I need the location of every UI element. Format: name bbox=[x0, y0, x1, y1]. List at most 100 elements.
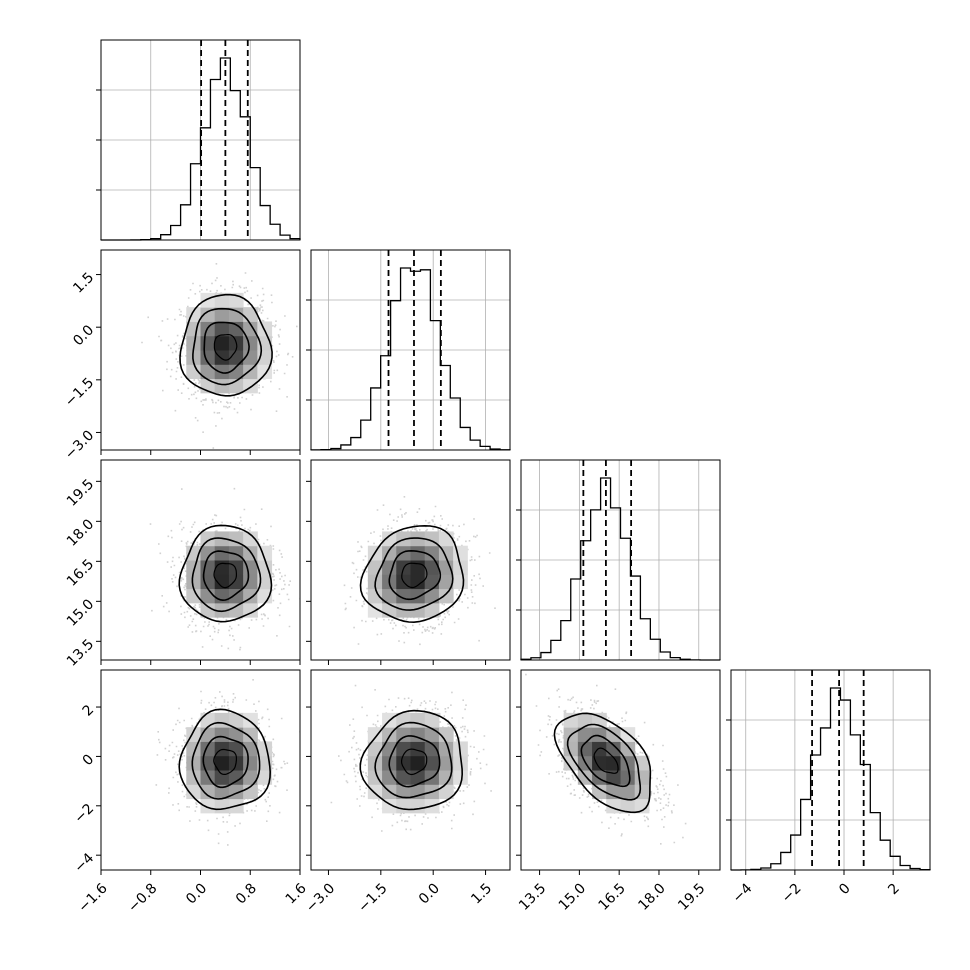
density-cell bbox=[228, 531, 244, 547]
histogram-panel-3 bbox=[726, 669, 931, 871]
density-cell bbox=[186, 574, 201, 590]
panel-frame bbox=[520, 459, 721, 661]
contour-line bbox=[374, 537, 454, 611]
density-cell bbox=[243, 574, 258, 590]
x-tick-label: 13.5 bbox=[516, 880, 549, 913]
density-cell bbox=[257, 770, 273, 785]
x-tick-label: −1.5 bbox=[355, 880, 390, 915]
density-cell bbox=[606, 741, 621, 757]
density-cell bbox=[200, 712, 216, 728]
contour-line bbox=[359, 524, 465, 624]
density-cell bbox=[243, 560, 258, 575]
density-cell bbox=[424, 741, 440, 757]
density-cell bbox=[438, 770, 454, 785]
contour-line bbox=[566, 723, 642, 801]
x-tick-label: −1.6 bbox=[75, 880, 110, 915]
panel-contents bbox=[149, 487, 300, 651]
density-cell bbox=[186, 307, 201, 322]
density-cell bbox=[563, 712, 579, 728]
y-tick-label: −2 bbox=[71, 801, 97, 827]
density-cell bbox=[243, 307, 258, 322]
density-cell bbox=[410, 545, 426, 561]
density-cell bbox=[424, 755, 440, 771]
y-tick-label: 2 bbox=[80, 702, 98, 720]
density-cell bbox=[453, 755, 468, 771]
density-cell bbox=[438, 560, 454, 575]
density-cell bbox=[186, 588, 201, 604]
x-tick-label: 0.0 bbox=[183, 880, 210, 907]
contour-line bbox=[213, 562, 237, 589]
contour-line bbox=[553, 712, 652, 814]
y-tick-label: −1.5 bbox=[62, 375, 97, 410]
density-cell bbox=[228, 350, 244, 365]
contour-line bbox=[178, 524, 273, 623]
density-cell bbox=[396, 755, 411, 771]
contour-line bbox=[202, 550, 250, 602]
y-tick-label: 19.5 bbox=[64, 476, 97, 509]
y-tick-label: 15.0 bbox=[64, 596, 97, 629]
x-tick-label: 1.5 bbox=[468, 880, 495, 907]
histogram-line bbox=[520, 477, 721, 661]
density-cell bbox=[214, 574, 230, 590]
density-cell bbox=[243, 531, 258, 547]
contour-line bbox=[192, 307, 263, 386]
density-cell bbox=[410, 560, 426, 575]
density-cell bbox=[592, 755, 607, 771]
histogram-line bbox=[310, 267, 511, 451]
contour-line bbox=[202, 735, 249, 789]
density-cell bbox=[257, 588, 273, 604]
density-cell bbox=[592, 784, 607, 800]
density-cell bbox=[200, 545, 216, 561]
density-cell bbox=[228, 574, 244, 590]
density-cell bbox=[214, 350, 230, 365]
contour-line bbox=[374, 721, 453, 799]
density-cell bbox=[592, 727, 607, 742]
density-cell bbox=[214, 588, 230, 604]
density-cell bbox=[200, 560, 216, 575]
y-tick-label: 18.0 bbox=[64, 516, 97, 549]
density-cell bbox=[577, 712, 593, 728]
density-cell bbox=[367, 770, 383, 785]
density-cell bbox=[382, 770, 397, 785]
x-tick-label: −0.8 bbox=[125, 880, 160, 915]
density-cell bbox=[410, 755, 426, 771]
density-cell bbox=[214, 784, 230, 800]
density-cell bbox=[214, 378, 230, 394]
density-cell bbox=[228, 741, 244, 757]
density-cell bbox=[243, 364, 258, 380]
density-cell bbox=[200, 364, 216, 380]
density-cell bbox=[228, 364, 244, 380]
density-cell bbox=[592, 770, 607, 785]
density-cell bbox=[214, 770, 230, 785]
y-tick-label: −3.0 bbox=[62, 427, 97, 462]
density-cell bbox=[214, 321, 230, 337]
contour-line bbox=[593, 747, 619, 774]
y-tick-label: 1.5 bbox=[70, 270, 97, 297]
contour-line bbox=[179, 293, 273, 397]
x-tick-label: 19.5 bbox=[675, 880, 708, 913]
x-tick-label: 0.0 bbox=[416, 880, 443, 907]
density-cell bbox=[228, 712, 244, 728]
contour-line bbox=[203, 321, 250, 374]
contour-line bbox=[359, 709, 464, 811]
x-tick-label: 0.8 bbox=[233, 880, 260, 907]
density-cell bbox=[577, 770, 593, 785]
panel-contents bbox=[525, 673, 687, 845]
density-cell bbox=[410, 602, 426, 618]
density-cell bbox=[620, 755, 636, 771]
density-cell bbox=[214, 364, 230, 380]
x-tick-label: −3.0 bbox=[303, 880, 338, 915]
histogram-line bbox=[730, 687, 931, 871]
density-cell bbox=[243, 321, 258, 337]
panel-contents bbox=[330, 684, 492, 832]
x-tick-label: 18.0 bbox=[635, 880, 668, 913]
density-cell bbox=[606, 755, 621, 771]
density-cell bbox=[200, 741, 216, 757]
density-cell bbox=[200, 335, 216, 351]
panel-frame bbox=[310, 669, 511, 871]
density-cell bbox=[396, 727, 411, 742]
panel-frame bbox=[310, 459, 511, 661]
y-tick-label: 13.5 bbox=[64, 636, 97, 669]
